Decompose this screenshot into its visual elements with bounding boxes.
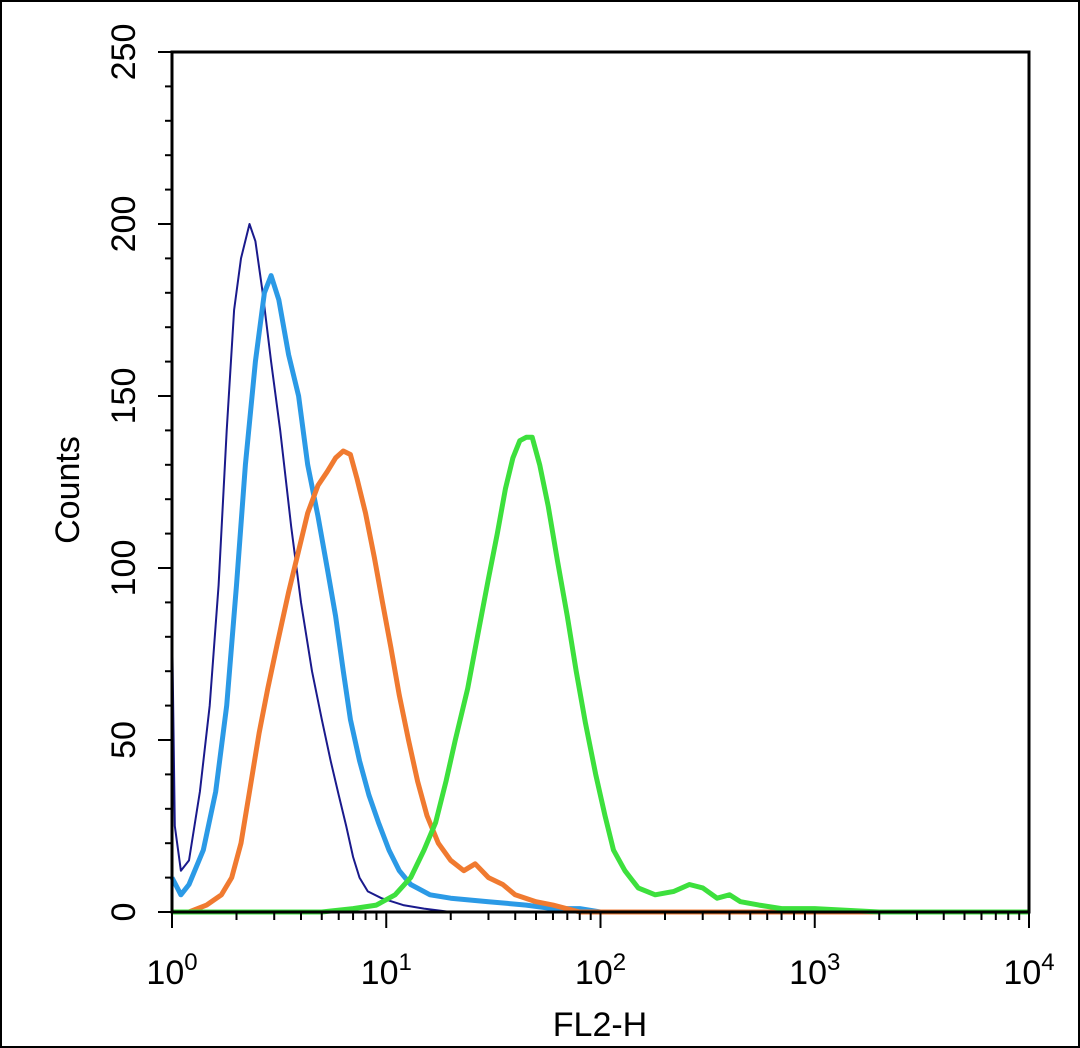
y-tick-label: 50 <box>105 721 143 759</box>
x-tick-base: 10 <box>361 954 399 992</box>
x-axis-title: FL2-H <box>553 1006 647 1044</box>
x-tick-exponent: 4 <box>1041 949 1054 976</box>
y-tick-label: 200 <box>105 196 143 253</box>
x-tick-label: 102 <box>575 949 626 992</box>
x-tick-exponent: 2 <box>613 949 626 976</box>
x-tick-base: 10 <box>146 954 184 992</box>
y-tick-label: 0 <box>105 903 143 922</box>
x-tick-exponent: 0 <box>184 949 197 976</box>
series-layer <box>169 223 1029 915</box>
x-axis-ticks: 100 101 102 103 104 <box>146 912 1055 992</box>
y-tick-label: 100 <box>105 540 143 597</box>
x-tick-exponent: 3 <box>827 949 840 976</box>
plot-area-border <box>170 50 1031 914</box>
x-tick-base: 10 <box>789 954 827 992</box>
series-line-3 <box>172 448 1029 915</box>
y-tick-label: 150 <box>105 368 143 425</box>
y-axis-title: Counts <box>49 436 87 544</box>
series-line-2 <box>169 273 1029 915</box>
x-tick-label: 103 <box>789 949 840 992</box>
series-line-1 <box>171 223 601 913</box>
series-line-4 <box>172 434 1029 915</box>
x-tick-label: 101 <box>361 949 412 992</box>
y-tick-label: 250 <box>105 24 143 81</box>
x-tick-base: 10 <box>1003 954 1041 992</box>
x-tick-exponent: 1 <box>398 949 411 976</box>
x-tick-base: 10 <box>575 954 613 992</box>
x-tick-label: 100 <box>146 949 197 992</box>
x-tick-label: 104 <box>1003 949 1054 992</box>
y-axis-ticks: 0 50 100 150 200 250 <box>105 24 172 922</box>
